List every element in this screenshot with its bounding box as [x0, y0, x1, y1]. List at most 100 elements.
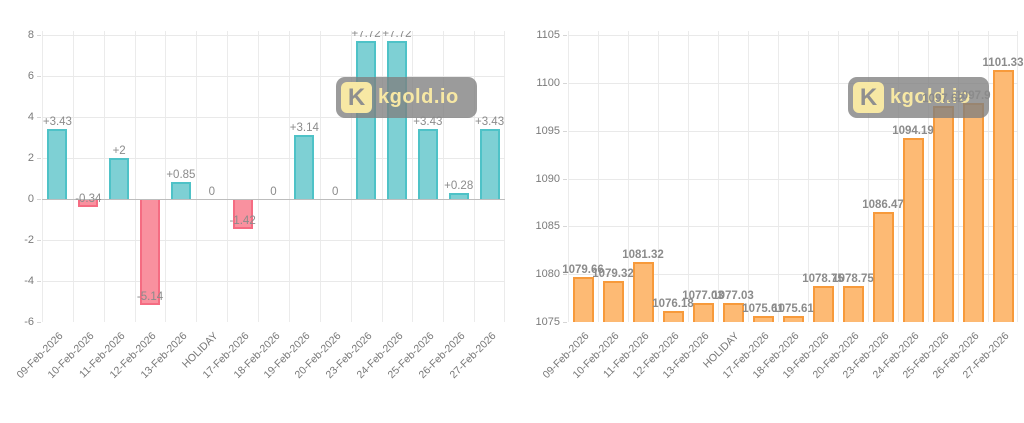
- kgold-watermark: K kgold.io: [848, 77, 989, 118]
- plot-area: [42, 31, 505, 322]
- bar-09-Feb-2026[interactable]: [47, 128, 68, 199]
- bar-23-Feb-2026[interactable]: [872, 212, 894, 322]
- kgold-logo-icon: K: [853, 82, 884, 113]
- gridline-vertical: [196, 31, 197, 322]
- gridline-horizontal: [568, 274, 1018, 275]
- gridline-vertical: [838, 31, 839, 322]
- y-axis-label: 1105: [536, 29, 560, 41]
- gridline-horizontal: [568, 35, 1018, 36]
- bar-HOLIDAY[interactable]: [722, 302, 744, 322]
- kgold-logo-letter: K: [347, 83, 366, 111]
- y-axis-tick: [563, 83, 567, 84]
- gridline-vertical: [351, 31, 352, 322]
- bar-19-Feb-2026[interactable]: [294, 134, 315, 199]
- gridline-vertical: [688, 31, 689, 322]
- gridline-vertical: [598, 31, 599, 322]
- y-axis-label: 0: [27, 193, 34, 205]
- bar-26-Feb-2026[interactable]: [962, 102, 984, 322]
- bar-23-Feb-2026[interactable]: [356, 40, 377, 199]
- bar-13-Feb-2026[interactable]: [692, 302, 714, 322]
- gridline-vertical: [382, 31, 383, 322]
- gridline-vertical: [443, 31, 444, 322]
- bar-26-Feb-2026[interactable]: [448, 193, 469, 199]
- gridline-vertical: [898, 31, 899, 322]
- bar-24-Feb-2026[interactable]: [386, 40, 407, 199]
- y-axis-tick: [37, 158, 41, 159]
- daily-change-chart: K kgold.io +3.43 -0.34 +2 -5.14 +0.85 0 -1.42 0…: [15, 29, 505, 381]
- plot-area: [568, 31, 1018, 322]
- gridline-vertical: [808, 31, 809, 322]
- gridline-vertical: [988, 31, 989, 322]
- y-axis-tick: [37, 281, 41, 282]
- y-axis-label: 6: [27, 70, 34, 82]
- gridline-vertical: [504, 31, 505, 322]
- gridline-vertical: [958, 31, 959, 322]
- gridline-horizontal: [568, 226, 1018, 227]
- bar-25-Feb-2026[interactable]: [417, 128, 438, 199]
- bar-12-Feb-2026[interactable]: [140, 200, 161, 306]
- gridline-horizontal: [42, 240, 505, 241]
- kgold-logo-icon: K: [341, 82, 372, 113]
- gridline-vertical: [868, 31, 869, 322]
- bar-10-Feb-2026[interactable]: [78, 200, 99, 207]
- gridline-vertical: [227, 31, 228, 322]
- y-axis-label: 1090: [535, 173, 560, 185]
- gridline-horizontal: [42, 281, 505, 282]
- kgold-watermark-text: kgold.io: [378, 86, 459, 108]
- bar-13-Feb-2026[interactable]: [170, 181, 191, 199]
- gridline-vertical: [42, 31, 43, 322]
- y-axis-label: 1075: [535, 316, 560, 328]
- bar-17-Feb-2026[interactable]: [752, 316, 774, 322]
- y-axis-label: 4: [27, 111, 34, 123]
- bar-09-Feb-2026[interactable]: [572, 277, 594, 322]
- bar-20-Feb-2026[interactable]: [842, 286, 864, 322]
- y-axis-label: 1100: [536, 77, 560, 89]
- y-axis-label: 1095: [535, 125, 560, 137]
- gridline-horizontal: [568, 179, 1018, 180]
- bar-25-Feb-2026[interactable]: [932, 105, 954, 322]
- gridline-horizontal: [42, 199, 505, 200]
- bar-19-Feb-2026[interactable]: [812, 286, 834, 322]
- bar-17-Feb-2026[interactable]: [232, 200, 253, 230]
- kgold-watermark: K kgold.io: [336, 77, 477, 118]
- gridline-vertical: [104, 31, 105, 322]
- gridline-vertical: [320, 31, 321, 322]
- bar-12-Feb-2026[interactable]: [662, 310, 684, 322]
- kgold-logo-letter: K: [859, 83, 878, 111]
- y-axis-tick: [563, 226, 567, 227]
- bar-11-Feb-2026[interactable]: [109, 158, 130, 199]
- bar-27-Feb-2026[interactable]: [992, 70, 1014, 322]
- y-axis-tick: [563, 131, 567, 132]
- y-axis-tick: [563, 35, 567, 36]
- kgold-watermark-text: kgold.io: [890, 86, 971, 108]
- bar-11-Feb-2026[interactable]: [632, 261, 654, 322]
- gridline-vertical: [258, 31, 259, 322]
- gridline-horizontal: [42, 76, 505, 77]
- y-axis-tick: [37, 35, 41, 36]
- bar-27-Feb-2026[interactable]: [479, 128, 500, 199]
- gridline-vertical: [135, 31, 136, 322]
- gridline-vertical: [718, 31, 719, 322]
- gridline-horizontal: [568, 131, 1018, 132]
- y-axis-tick: [37, 240, 41, 241]
- y-axis-label: 1080: [535, 268, 560, 280]
- bar-24-Feb-2026[interactable]: [902, 138, 924, 322]
- gridline-horizontal: [42, 35, 505, 36]
- bar-10-Feb-2026[interactable]: [602, 280, 624, 322]
- gridline-horizontal: [568, 83, 1018, 84]
- y-axis-label: 2: [27, 152, 34, 164]
- gridline-vertical: [658, 31, 659, 322]
- gridline-vertical: [165, 31, 166, 322]
- gridline-vertical: [1017, 31, 1018, 322]
- gridline-vertical: [73, 31, 74, 322]
- y-axis-tick: [37, 199, 41, 200]
- y-axis-tick: [37, 117, 41, 118]
- y-axis-label: -2: [24, 234, 34, 246]
- gridline-vertical: [748, 31, 749, 322]
- bar-18-Feb-2026[interactable]: [782, 316, 804, 322]
- gridline-vertical: [474, 31, 475, 322]
- y-axis-label: 1085: [535, 220, 560, 232]
- y-axis-label: 8: [27, 29, 34, 41]
- y-axis-tick: [37, 322, 41, 323]
